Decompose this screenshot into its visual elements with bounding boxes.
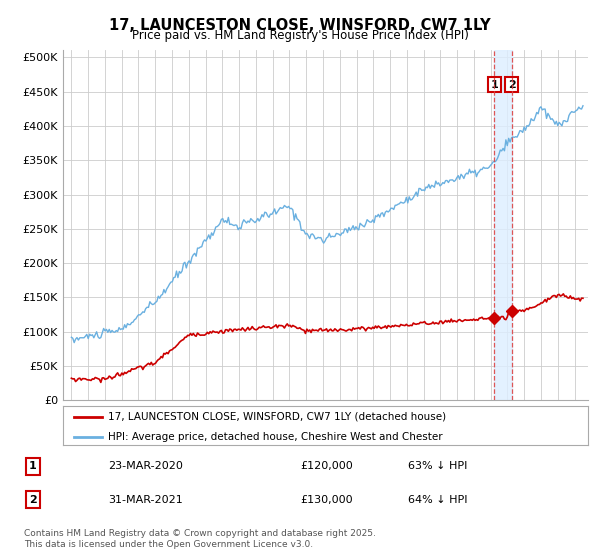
Text: 17, LAUNCESTON CLOSE, WINSFORD, CW7 1LY (detached house): 17, LAUNCESTON CLOSE, WINSFORD, CW7 1LY … [107,412,446,422]
Bar [494,50,512,400]
Text: Price paid vs. HM Land Registry's House Price Index (HPI): Price paid vs. HM Land Registry's House … [131,29,469,42]
Text: 2: 2 [29,495,37,505]
Text: 1: 1 [29,461,37,471]
Text: 1: 1 [491,80,498,90]
Text: Contains HM Land Registry data © Crown copyright and database right 2025.
This d: Contains HM Land Registry data © Crown c… [24,529,376,549]
Text: 23-MAR-2020: 23-MAR-2020 [108,461,183,471]
Text: 64% ↓ HPI: 64% ↓ HPI [408,495,467,505]
Text: HPI: Average price, detached house, Cheshire West and Chester: HPI: Average price, detached house, Ches… [107,432,442,442]
Text: 31-MAR-2021: 31-MAR-2021 [108,495,183,505]
Text: £130,000: £130,000 [300,495,353,505]
Text: £120,000: £120,000 [300,461,353,471]
Text: 63% ↓ HPI: 63% ↓ HPI [408,461,467,471]
Text: 2: 2 [508,80,515,90]
Text: 17, LAUNCESTON CLOSE, WINSFORD, CW7 1LY: 17, LAUNCESTON CLOSE, WINSFORD, CW7 1LY [109,18,491,33]
